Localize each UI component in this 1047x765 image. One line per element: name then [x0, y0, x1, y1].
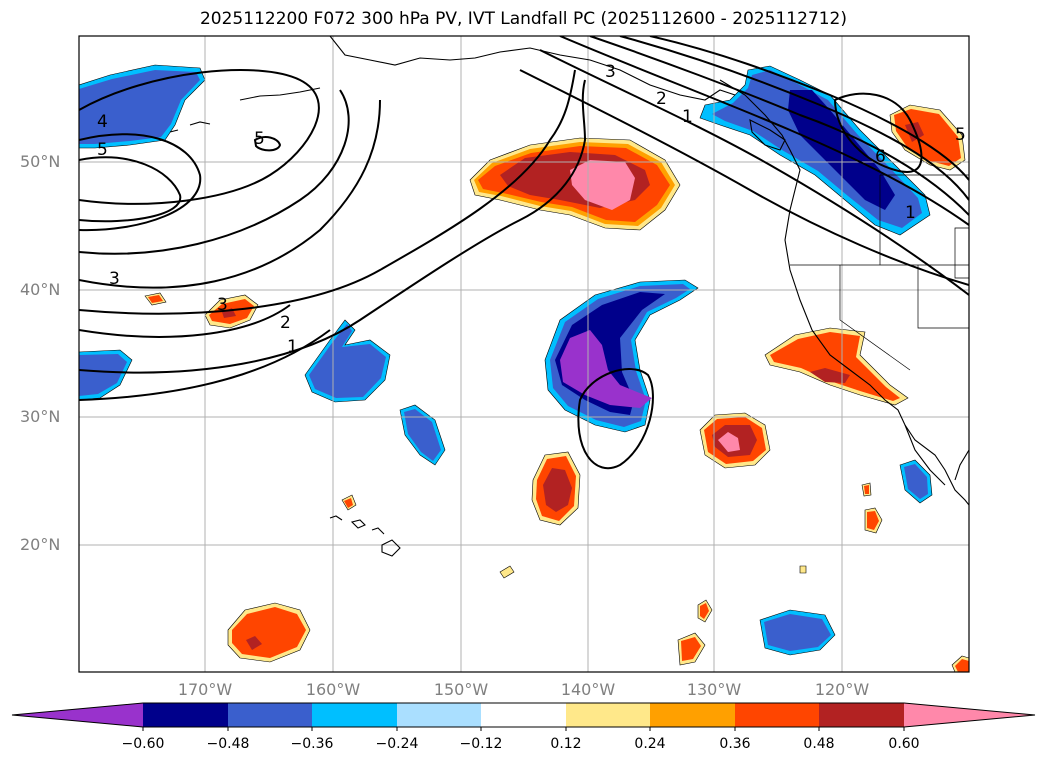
contour-label: 1: [287, 337, 298, 357]
colorbar-segment: [735, 703, 819, 727]
contour-label: 1: [905, 203, 916, 223]
map-frame: [78, 35, 970, 673]
colorbar-left-arrow: [12, 703, 143, 727]
colorbar-right-arrow: [904, 703, 1035, 727]
political-borders: [790, 174, 969, 371]
colorbar-tick-label: 0.24: [634, 736, 666, 752]
contour-label: 3: [605, 62, 616, 82]
colorbar-segment: [397, 703, 481, 727]
colorbar-tick-label: 0.48: [803, 736, 835, 752]
contour-label: 5: [97, 140, 108, 160]
contour-label: 4: [97, 112, 108, 132]
colorbar-tick-label: 0.36: [719, 736, 751, 752]
contour-label: 2: [280, 313, 291, 333]
contour-label-group: 3 2 1 4 5 5 3 3 2 1 6 1 5: [97, 62, 966, 357]
colorbar: [11, 702, 1036, 731]
latitude-label: 40°N: [20, 280, 61, 299]
positive-anomaly-region: [144, 104, 969, 672]
colorbar-tick-label: −0.24: [375, 736, 419, 752]
latitude-label: 50°N: [20, 152, 61, 171]
latitude-label: 30°N: [20, 407, 61, 426]
contour-label: 2: [656, 89, 667, 109]
contour-label: 3: [109, 269, 120, 289]
colorbar-segment: [481, 703, 566, 727]
longitude-label: 150°W: [433, 680, 489, 699]
colorbar-tick-label: −0.36: [290, 736, 334, 752]
contour-label: 1: [682, 107, 693, 127]
longitude-label: 140°W: [560, 680, 616, 699]
colorbar-tick-label: −0.60: [121, 736, 165, 752]
colorbar-tick-label: 0.12: [550, 736, 582, 752]
contour-label: 6: [875, 147, 886, 167]
colorbar-tick-label: −0.48: [206, 736, 250, 752]
colorbar-tick-label: 0.60: [888, 736, 920, 752]
map-gridlines: [79, 36, 969, 672]
colorbar-segment: [143, 703, 228, 727]
pv-contour-lines: [79, 36, 969, 470]
contour-label: 5: [254, 129, 265, 149]
map-title: 2025112200 F072 300 hPa PV, IVT Landfall…: [199, 9, 847, 29]
latitude-label: 20°N: [20, 535, 61, 554]
colorbar-segment: [650, 703, 735, 727]
longitude-label: 170°W: [177, 680, 233, 699]
colorbar-segment: [312, 703, 397, 727]
contour-label: 3: [217, 295, 228, 315]
longitude-label: 160°W: [305, 680, 361, 699]
coastline: [169, 36, 969, 557]
colorbar-segment: [819, 703, 904, 727]
colorbar-segment: [566, 703, 650, 727]
colorbar-tick-label: −0.12: [459, 736, 503, 752]
longitude-label: 130°W: [686, 680, 742, 699]
longitude-label: 120°W: [814, 680, 870, 699]
contour-label: 5: [955, 125, 966, 145]
colorbar-segment: [228, 703, 312, 727]
colorbar-ticks: [142, 727, 905, 731]
